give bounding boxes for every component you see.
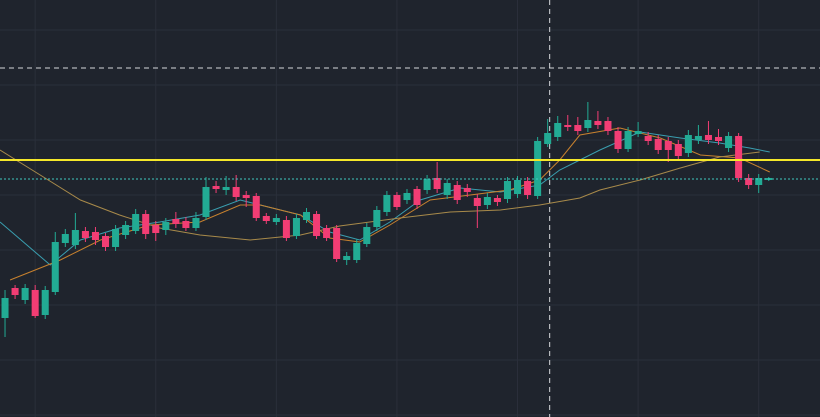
candle-body (212, 186, 220, 189)
candle-body (172, 219, 180, 224)
candle-body (333, 228, 341, 259)
candle-body (112, 229, 120, 247)
candle-body (132, 214, 140, 231)
candle-body (674, 144, 682, 156)
candle-body (463, 188, 471, 192)
candle-body (81, 231, 89, 238)
candle-body (654, 139, 662, 150)
candle-body (714, 137, 723, 141)
candle-body (493, 198, 501, 202)
candle-body (272, 218, 280, 222)
candle-body (453, 185, 461, 200)
candle-body (1, 298, 9, 318)
candle-body (745, 178, 753, 185)
candle-body (21, 288, 29, 300)
candle-body (282, 220, 290, 238)
candle-body (403, 193, 411, 200)
candle-body (725, 136, 733, 148)
candle-body (473, 198, 481, 206)
candle-body (162, 222, 170, 230)
candle-body (292, 218, 300, 236)
moving-average-line (0, 149, 760, 241)
candle-body (534, 141, 542, 196)
candle-body (262, 216, 270, 221)
candle-body (664, 141, 672, 150)
candle-body (202, 187, 210, 217)
candle-body (51, 242, 59, 292)
candle-body (252, 196, 260, 218)
candle-body (152, 225, 160, 233)
candle-body (443, 183, 451, 195)
candle-body (644, 136, 652, 141)
candle-body (122, 225, 130, 235)
candle-body (71, 230, 79, 245)
candle-body (313, 214, 321, 236)
candle-body (433, 178, 441, 189)
candle-body (101, 236, 110, 247)
candle-body (574, 125, 582, 131)
candle-body (192, 218, 200, 228)
candle-body (353, 243, 361, 260)
candle-body (343, 256, 351, 260)
candle-body (182, 221, 190, 228)
candle-body (363, 227, 371, 244)
candle-body (323, 228, 331, 238)
candle-body (11, 288, 19, 295)
candle-body (735, 136, 743, 178)
candle-body (514, 180, 522, 194)
candle-body (634, 131, 642, 134)
candle-body (684, 135, 692, 153)
candle-body (302, 212, 311, 220)
candle-body (704, 135, 712, 140)
candle-body (594, 121, 602, 125)
candle-body (61, 234, 69, 243)
candle-body (554, 123, 562, 137)
candle-body (242, 195, 250, 198)
candle-body (755, 178, 763, 185)
candle-body (524, 181, 532, 195)
candle-body (393, 195, 401, 207)
candle-body (232, 187, 240, 197)
candle-body (584, 120, 592, 128)
candle-body (31, 290, 39, 316)
candle-body (142, 214, 150, 234)
candle-body (41, 290, 49, 315)
candle-body (383, 195, 391, 212)
candle-body (614, 131, 622, 149)
candle-body (544, 133, 552, 144)
candle-body (503, 181, 511, 199)
candle-body (483, 197, 491, 205)
candle-body (222, 187, 230, 190)
candle-body (91, 232, 99, 240)
candle-body (373, 210, 381, 227)
candle-body (624, 131, 632, 149)
candle-body (564, 125, 572, 127)
candle-body (604, 121, 612, 131)
candle-body (694, 136, 702, 140)
candle-body (413, 189, 421, 205)
candle-body (423, 179, 431, 190)
